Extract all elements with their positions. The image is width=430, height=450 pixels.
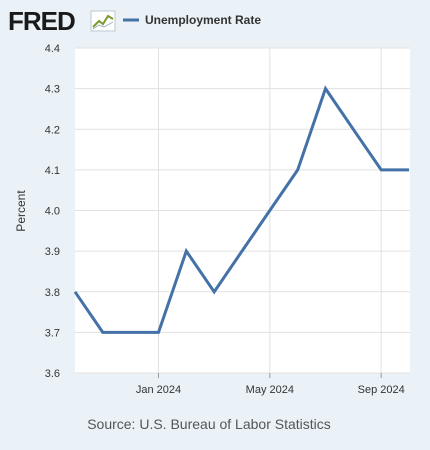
y-axis-title: Percent xyxy=(14,190,28,232)
data-point[interactable] xyxy=(406,167,412,173)
data-point[interactable] xyxy=(323,86,329,92)
x-tick-label: Jan 2024 xyxy=(136,384,181,396)
data-point[interactable] xyxy=(72,289,78,295)
y-tick-label: 4.2 xyxy=(45,124,60,136)
data-point[interactable] xyxy=(211,289,217,295)
x-tick-label: Sep 2024 xyxy=(358,384,405,396)
source-text: Source: U.S. Bureau of Labor Statistics xyxy=(87,416,331,432)
data-point[interactable] xyxy=(295,167,301,173)
y-axis-ticks: 3.6 3.7 3.8 3.9 4.0 4.1 4.2 4.3 4.4 xyxy=(45,43,60,380)
data-point[interactable] xyxy=(378,167,384,173)
legend-label: Unemployment Rate xyxy=(145,13,261,27)
chart-logo-icon xyxy=(90,10,116,32)
y-tick-label: 4.1 xyxy=(45,165,60,177)
data-point[interactable] xyxy=(267,208,273,214)
y-tick-label: 3.7 xyxy=(45,327,60,339)
data-point[interactable] xyxy=(156,329,162,335)
y-tick-label: 4.3 xyxy=(45,84,60,96)
fred-logo-text: FRED xyxy=(8,6,75,36)
series-line-unemployment-rate[interactable] xyxy=(73,85,409,334)
y-tick-label: 3.6 xyxy=(45,368,60,380)
y-tick-label: 4.0 xyxy=(45,206,60,218)
data-point[interactable] xyxy=(128,329,134,335)
data-point[interactable] xyxy=(350,126,356,132)
legend: Unemployment Rate xyxy=(123,13,261,27)
fred-logo[interactable]: FRED xyxy=(8,6,116,36)
x-axis-ticks: Jan 2024 May 2024 Sep 2024 xyxy=(136,373,405,396)
data-point[interactable] xyxy=(100,329,106,335)
y-tick-label: 4.4 xyxy=(45,43,60,55)
y-tick-label: 3.8 xyxy=(45,287,60,299)
data-point[interactable] xyxy=(239,248,245,254)
x-tick-label: May 2024 xyxy=(246,384,294,396)
series-layer xyxy=(72,85,412,335)
data-point[interactable] xyxy=(183,248,189,254)
y-tick-label: 3.9 xyxy=(45,246,60,258)
